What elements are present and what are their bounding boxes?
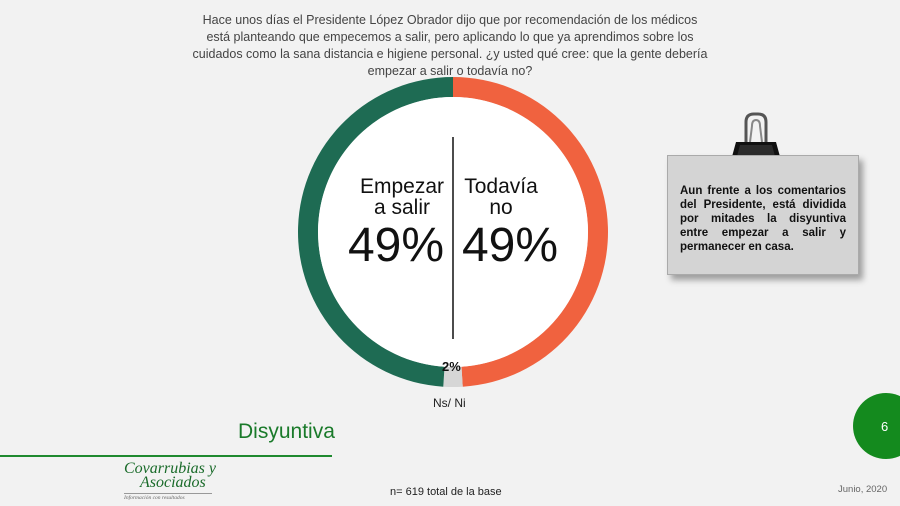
note-box: Aun frente a los comentarios del Preside… xyxy=(667,155,859,275)
sample-size-note: n= 619 total de la base xyxy=(390,486,502,498)
label-todavia-no: Todavía no xyxy=(448,176,554,218)
label-empezar-line1: Empezar xyxy=(359,175,445,198)
value-label-todavia: 49% xyxy=(461,219,559,272)
label-todavia-line1: Todavía xyxy=(464,175,538,198)
logo-line2: Asociados xyxy=(140,474,206,491)
donut-slice-ns-ni xyxy=(443,366,463,387)
section-title: Disyuntiva xyxy=(238,420,335,443)
label-todavia-line2: no xyxy=(489,196,513,219)
question-text: Hace unos días el Presidente López Obrad… xyxy=(192,13,708,78)
label-empezar-a-salir: Empezar a salir xyxy=(346,176,458,218)
note-text: Aun frente a los comentarios del Preside… xyxy=(680,185,846,253)
donut-slice-todav-a-no xyxy=(453,77,609,387)
logo-line1: Covarrubias y xyxy=(124,460,216,477)
section-divider xyxy=(0,455,332,457)
date-label: Junio, 2020 xyxy=(838,484,888,495)
company-logo: Covarrubias y Asociados Información con … xyxy=(124,460,224,501)
page-number-badge xyxy=(853,393,900,459)
donut-slice-empezar-a-salir xyxy=(297,77,453,387)
logo-tagline: Información con resultados xyxy=(124,493,212,501)
value-label-empezar: 49% xyxy=(347,219,445,272)
label-empezar-line2: a salir xyxy=(373,196,431,219)
page-number: 6 xyxy=(881,419,889,434)
label-ns-ni: Ns/ Ni xyxy=(433,396,466,410)
value-label-ns: 2% xyxy=(442,359,461,374)
